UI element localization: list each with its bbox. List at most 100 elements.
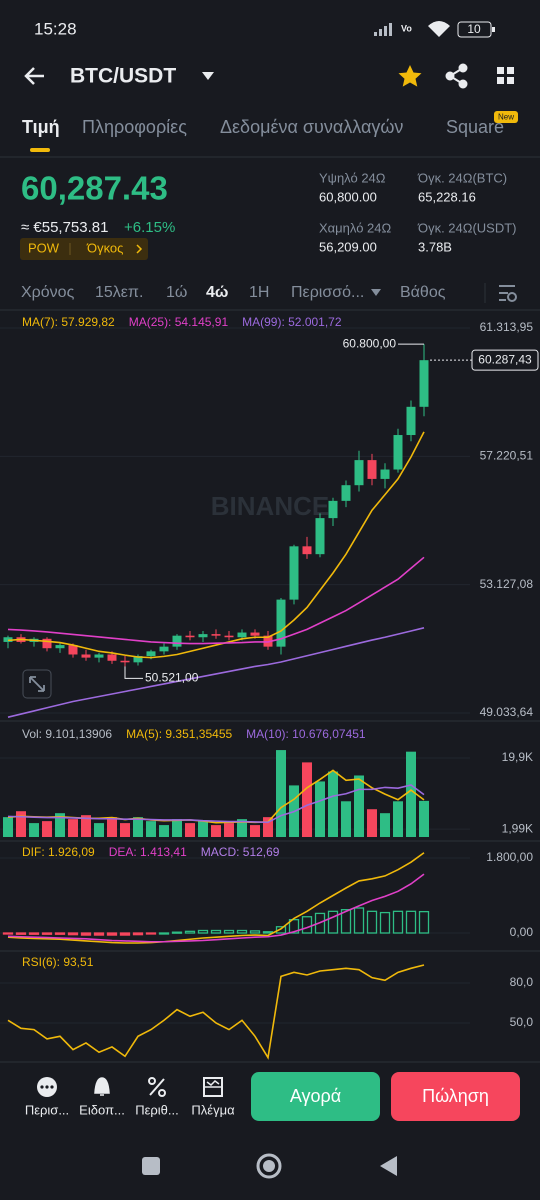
- status-time: 15:28: [34, 19, 77, 38]
- tab[interactable]: Πληροφορίες: [82, 117, 187, 137]
- alert-icon[interactable]: [94, 1077, 110, 1096]
- candle-body: [341, 485, 351, 501]
- battery-frame: [457, 21, 492, 38]
- macd-bar: [392, 910, 404, 934]
- tag[interactable]: Όγκος: [86, 240, 123, 255]
- tag[interactable]: POW: [28, 240, 60, 255]
- volume-bar: [250, 825, 260, 837]
- volume-bar: [354, 775, 364, 837]
- line: [7, 784, 425, 824]
- layout-cell: [497, 67, 504, 74]
- fullscreen-icon: [29, 676, 45, 692]
- candle-body: [276, 599, 286, 647]
- interval[interactable]: 1ώ: [166, 284, 187, 301]
- candle-body: [68, 645, 78, 655]
- layout-cell: [507, 77, 514, 84]
- macd-bar: [210, 929, 222, 934]
- candle-body: [328, 500, 338, 519]
- candle-body: [120, 660, 130, 663]
- macd-bar: [314, 912, 326, 934]
- favorite-star[interactable]: [398, 65, 422, 87]
- signal-bar: [379, 29, 382, 36]
- macd-bar: [171, 931, 183, 934]
- badge-bg: [494, 111, 518, 123]
- volume-bar: [68, 819, 78, 837]
- action-label[interactable]: Περισ...: [25, 1102, 69, 1117]
- interval[interactable]: Περισσό...: [291, 284, 364, 301]
- interval-dropdown[interactable]: [371, 289, 381, 296]
- interval[interactable]: Χρόνος: [21, 284, 75, 301]
- stat-value: 65,228.16: [418, 189, 476, 204]
- volume-bar: [107, 817, 117, 837]
- interval[interactable]: 1Η: [249, 284, 269, 301]
- share-button[interactable]: [445, 63, 468, 89]
- macd-bar: [275, 926, 287, 934]
- candle-body: [354, 460, 364, 486]
- candle-body: [302, 546, 312, 555]
- macd-bar: [2, 932, 14, 935]
- macd-bar: [340, 909, 352, 934]
- tab[interactable]: Τιμή: [22, 117, 60, 137]
- volume-bar: [237, 819, 247, 837]
- high-label: 60.800,00: [343, 336, 397, 350]
- macd-bar: [41, 932, 53, 935]
- back-button[interactable]: [24, 67, 44, 85]
- legend-entry: RSI(6): 93,51: [22, 955, 94, 969]
- action-label[interactable]: Περιθ...: [135, 1102, 179, 1117]
- candle-body: [172, 635, 182, 647]
- y-tick-label: 53.127,08: [480, 577, 534, 591]
- margin-icon[interactable]: [149, 1078, 165, 1096]
- candle-body: [185, 635, 195, 638]
- volume-bar: [29, 823, 39, 837]
- volume-bar: [198, 821, 208, 837]
- candle-body: [159, 646, 169, 652]
- nav-home[interactable]: [256, 1153, 282, 1179]
- macd-bar: [418, 910, 430, 934]
- volume-bar: [172, 819, 182, 837]
- action-label[interactable]: Ειδοπ...: [79, 1102, 125, 1117]
- buy-button[interactable]: [251, 1072, 380, 1121]
- macd-bar: [67, 932, 79, 936]
- low-marker: [124, 666, 143, 679]
- macd-bar: [262, 931, 274, 934]
- candle-body: [224, 635, 234, 638]
- price-tag: [471, 349, 539, 371]
- interval[interactable]: Βάθος: [400, 284, 446, 301]
- candle-body: [107, 654, 117, 661]
- line: [7, 431, 425, 659]
- candle-body: [42, 638, 52, 649]
- buy-label[interactable]: Αγορά: [290, 1086, 341, 1106]
- sell-label[interactable]: Πώληση: [422, 1086, 489, 1106]
- action-label[interactable]: Πλέγμα: [191, 1102, 235, 1117]
- y-tick-label: 1.800,00: [486, 850, 533, 864]
- volume-bar: [42, 821, 52, 837]
- nav-back[interactable]: [380, 1156, 397, 1176]
- interval[interactable]: 4ώ: [206, 284, 228, 301]
- pair-dropdown[interactable]: [202, 72, 214, 80]
- macd-bar: [28, 932, 40, 935]
- candle-body: [81, 654, 91, 658]
- charts: 61.313,95 57.220,51 53.127,08 49.033,64 MA(7…: [0, 315, 539, 1060]
- tab[interactable]: Square: [446, 117, 504, 137]
- interval[interactable]: 15λεπ.: [95, 284, 143, 301]
- volume-bar: [276, 750, 286, 837]
- wifi-icon: [428, 21, 450, 37]
- candle-body: [406, 406, 416, 436]
- layout-button[interactable]: [497, 67, 514, 84]
- macd-bar: [80, 932, 92, 936]
- fullscreen-button[interactable]: [22, 669, 52, 699]
- nav-recents[interactable]: [142, 1157, 160, 1175]
- macd-bar: [119, 932, 131, 936]
- volume-bar: [393, 801, 403, 837]
- chart-settings[interactable]: [499, 285, 515, 301]
- line: [7, 852, 425, 944]
- volume-bar: [211, 825, 221, 837]
- sell-button[interactable]: [391, 1072, 520, 1121]
- volume-bar: [328, 771, 338, 837]
- pair-title[interactable]: BTC/USDT: [70, 65, 176, 88]
- stat-value: 60,800.00: [319, 189, 377, 204]
- tab[interactable]: Δεδομένα συναλλαγών: [220, 117, 403, 137]
